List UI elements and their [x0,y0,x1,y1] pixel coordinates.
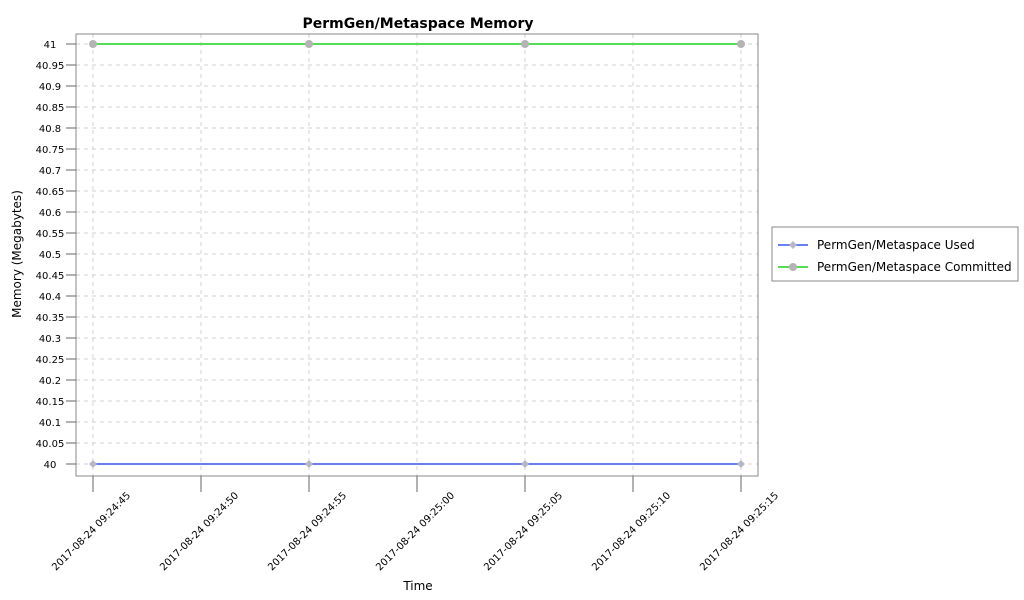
y-tick-label: 40.25 [36,355,65,366]
series-group [89,40,745,468]
y-tick-label: 41 [44,40,57,51]
y-tick-label: 40.85 [36,103,65,114]
legend: PermGen/Metaspace Used PermGen/Metaspace… [771,226,1019,282]
y-axis: 40 40.05 40.1 40.15 40.2 40.25 40.3 40.35 40.4 40… [36,40,76,471]
data-point-used [737,460,745,468]
legend-marker-committed [789,263,797,271]
y-tick-label: 40.75 [36,145,65,156]
x-tick-label: 2017-08-24 09:25:05 [482,490,565,573]
y-tick-label: 40.5 [39,250,61,261]
y-tick-label: 40.05 [36,439,65,450]
y-tick-label: 40.95 [36,61,65,72]
y-tick-label: 40.35 [36,313,65,324]
x-tick-label: 2017-08-24 09:24:55 [266,490,349,573]
data-point-used [305,460,313,468]
legend-label-committed: PermGen/Metaspace Committed [817,260,1012,274]
x-axis: 2017-08-24 09:24:45 2017-08-24 09:24:50 20… [50,476,781,573]
y-tick-label: 40.4 [39,292,61,303]
y-tick-label: 40.65 [36,187,65,198]
data-point-committed [89,40,97,48]
y-tick-label: 40.9 [39,82,61,93]
y-tick-label: 40.1 [39,418,61,429]
x-tick-label: 2017-08-24 09:25:00 [374,490,457,573]
y-tick-label: 40.2 [39,376,61,387]
data-point-used [89,460,97,468]
y-tick-label: 40.8 [39,124,61,135]
y-tick-label: 40.55 [36,229,65,240]
legend-box [771,226,1019,282]
x-axis-label: Time [402,579,432,593]
data-point-committed [521,40,529,48]
legend-label-used: PermGen/Metaspace Used [817,238,975,252]
y-tick-label: 40.6 [39,208,61,219]
x-tick-label: 2017-08-24 09:25:10 [590,490,673,573]
data-point-committed [737,40,745,48]
data-point-committed [305,40,313,48]
legend-marker-used [789,241,797,249]
y-axis-label: Memory (Megabytes) [10,190,24,318]
y-tick-label: 40.15 [36,397,65,408]
y-tick-label: 40.45 [36,271,65,282]
x-tick-label: 2017-08-24 09:24:45 [50,490,133,573]
x-tick-label: 2017-08-24 09:25:15 [698,490,781,573]
grid [76,34,758,476]
y-tick-label: 40.7 [39,166,61,177]
y-tick-label: 40.3 [39,334,61,345]
data-point-used [521,460,529,468]
x-tick-label: 2017-08-24 09:24:50 [158,490,241,573]
chart-title: PermGen/Metaspace Memory [302,16,533,32]
y-tick-label: 40 [44,460,57,471]
